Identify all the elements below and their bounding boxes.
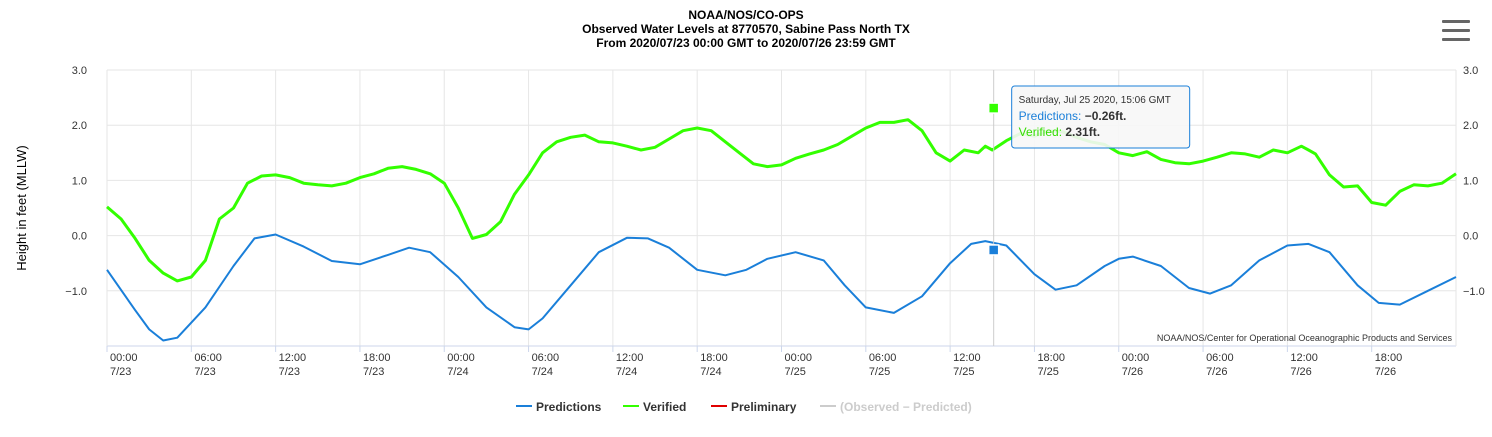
series-group [106, 118, 1457, 342]
x-tick-date: 7/23 [279, 366, 300, 378]
y-tick-label-right: 2.0 [1463, 120, 1478, 132]
x-tick-time: 18:00 [363, 352, 391, 364]
y-tick-label-right: 1.0 [1463, 175, 1478, 187]
x-tick-date: 7/26 [1206, 366, 1227, 378]
x-tick-time: 00:00 [1122, 352, 1150, 364]
chart-title-line: NOAA/NOS/CO-OPS [688, 8, 803, 22]
legend-label: Predictions [536, 400, 602, 414]
y-tick-label: 2.0 [72, 120, 87, 132]
x-tick-date: 7/24 [532, 366, 553, 378]
x-tick-date: 7/25 [785, 366, 806, 378]
x-tick-date: 7/24 [616, 366, 637, 378]
x-tick-date: 7/26 [1375, 366, 1396, 378]
x-tick-date: 7/25 [869, 366, 890, 378]
tooltip-box [1011, 85, 1191, 149]
predictions-marker [987, 244, 1000, 256]
legend-label: Verified [643, 400, 686, 414]
chart-title-line: From 2020/07/23 00:00 GMT to 2020/07/26 … [596, 36, 896, 50]
tooltip: Saturday, Jul 25 2020, 15:06 GMT Predicti… [1011, 85, 1191, 149]
x-axis: 00:00 7/23 06:00 7/23 12:00 7/23 18:00 7/23 00:0… [106, 346, 1403, 378]
y-axis-label: Height in feet (MLLW) [14, 145, 29, 270]
x-tick-date: 7/24 [700, 366, 721, 378]
legend-item[interactable]: (Observed − Predicted) [820, 400, 972, 414]
tooltip-predictions: Predictions: −0.26ft. [1019, 109, 1127, 123]
legend-label: Preliminary [731, 400, 797, 414]
x-tick-time: 00:00 [110, 352, 138, 364]
grid-lines [106, 69, 1457, 347]
y-tick-label: 1.0 [72, 175, 87, 187]
legend-label: (Observed − Predicted) [840, 400, 972, 414]
series-line-verified[interactable] [106, 118, 1457, 283]
y-tick-label: −1.0 [65, 286, 87, 298]
legend-item[interactable]: Predictions [516, 400, 602, 414]
x-tick-date: 7/24 [447, 366, 468, 378]
x-tick-time: 06:00 [1206, 352, 1234, 364]
y-tick-label-right: 0.0 [1463, 231, 1478, 243]
x-tick-date: 7/25 [1037, 366, 1058, 378]
y-tick-label-right: 3.0 [1463, 65, 1478, 77]
y-tick-label: 0.0 [72, 231, 87, 243]
legend-item[interactable]: Preliminary [711, 400, 797, 414]
x-tick-time: 06:00 [194, 352, 222, 364]
x-tick-date: 7/26 [1290, 366, 1311, 378]
x-tick-time: 18:00 [1037, 352, 1065, 364]
x-tick-time: 06:00 [869, 352, 897, 364]
tooltip-header: Saturday, Jul 25 2020, 15:06 GMT [1019, 95, 1171, 106]
verified-marker [987, 102, 1000, 114]
credit-text: NOAA/NOS/Center for Operational Oceanogr… [1157, 333, 1453, 343]
x-tick-date: 7/23 [194, 366, 215, 378]
legend-item[interactable]: Verified [623, 400, 686, 414]
legend[interactable]: Predictions Verified Preliminary (Observed … [516, 400, 972, 414]
x-tick-time: 00:00 [447, 352, 475, 364]
x-tick-date: 7/23 [363, 366, 384, 378]
crosshair [987, 70, 1000, 346]
x-tick-time: 12:00 [616, 352, 644, 364]
chart-title-line: Observed Water Levels at 8770570, Sabine… [582, 22, 910, 36]
x-tick-time: 12:00 [279, 352, 307, 364]
x-tick-time: 18:00 [700, 352, 728, 364]
x-tick-time: 00:00 [785, 352, 813, 364]
x-tick-time: 12:00 [1290, 352, 1318, 364]
hamburger-menu-icon[interactable] [1442, 18, 1470, 44]
y-axis-left: 3.0 2.0 1.0 0.0 −1.0 [65, 65, 87, 298]
y-tick-label: 3.0 [72, 65, 87, 77]
series-line-predictions[interactable] [106, 233, 1457, 342]
x-tick-date: 7/25 [953, 366, 974, 378]
x-tick-time: 18:00 [1375, 352, 1403, 364]
x-tick-date: 7/23 [110, 366, 131, 378]
x-tick-time: 12:00 [953, 352, 981, 364]
x-tick-date: 7/26 [1122, 366, 1143, 378]
tooltip-verified: Verified: 2.31ft. [1019, 125, 1100, 139]
x-tick-time: 06:00 [532, 352, 560, 364]
y-axis-right: 3.0 2.0 1.0 0.0 −1.0 [1463, 65, 1485, 298]
y-tick-label-right: −1.0 [1463, 286, 1485, 298]
